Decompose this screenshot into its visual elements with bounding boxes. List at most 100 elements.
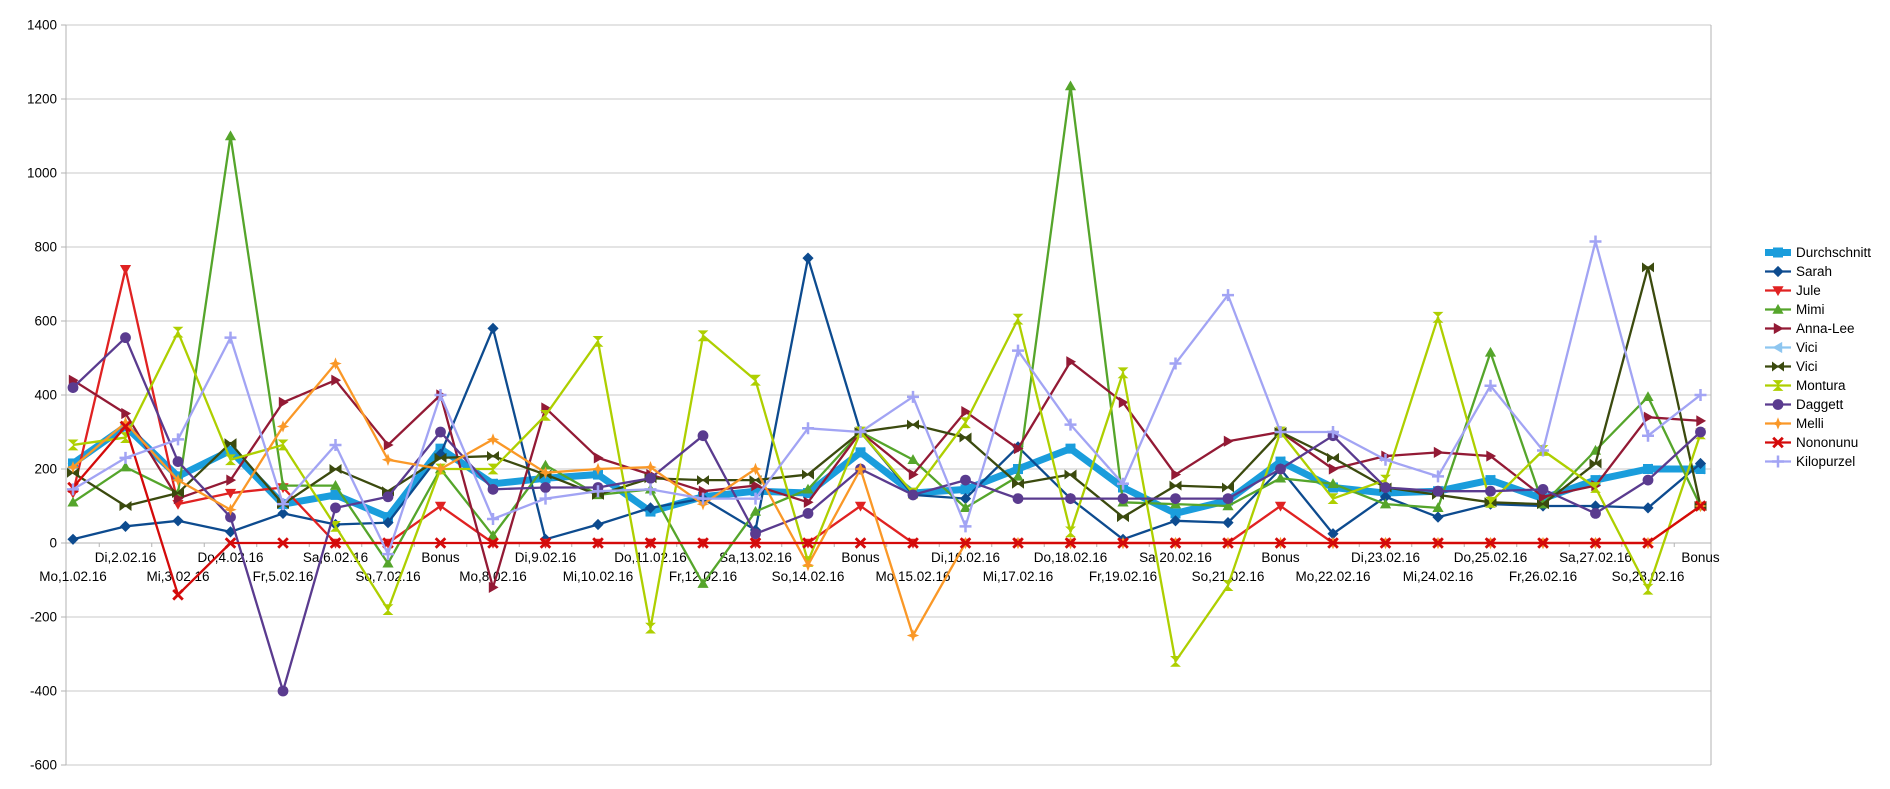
x-cross-marker-icon xyxy=(697,537,709,549)
diamond-marker-icon xyxy=(592,518,604,531)
series-line-jule xyxy=(71,268,1702,545)
legend-label: Daggett xyxy=(1796,397,1844,412)
series-line-nononunu xyxy=(72,425,1702,596)
circle-marker-icon xyxy=(67,382,79,393)
circle-marker-icon xyxy=(802,508,814,519)
arrow-right-marker-icon xyxy=(1013,443,1024,455)
hourglass-marker-icon xyxy=(225,454,236,460)
bowtie-x-marker-icon xyxy=(487,451,494,462)
y-axis-label: -400 xyxy=(30,684,57,699)
bowtie-x-marker-icon xyxy=(702,475,709,486)
y-axis-label: 600 xyxy=(34,314,57,329)
hourglass-marker-icon xyxy=(330,520,341,527)
x-axis-label: Di,16.02.16 xyxy=(931,550,1000,565)
hourglass-marker-icon xyxy=(960,423,971,429)
star-plus-marker-icon xyxy=(381,453,395,466)
star-plus-marker-icon xyxy=(119,416,132,429)
plus-marker-icon xyxy=(119,451,132,464)
triangle-up-marker-icon xyxy=(67,496,79,507)
x-cross-marker-icon xyxy=(1537,537,1549,549)
star-plus-marker-icon xyxy=(224,503,237,516)
triangle-up-marker-icon xyxy=(697,578,709,588)
plus-marker-icon xyxy=(959,520,972,533)
plus-marker-icon xyxy=(539,492,552,505)
x-axis-label: Mo,1.02.16 xyxy=(39,569,107,584)
bowtie-x-marker-icon xyxy=(1537,499,1544,510)
star-plus-marker-icon xyxy=(276,420,290,433)
hourglass-marker-icon xyxy=(172,326,184,332)
plus-marker-icon xyxy=(329,438,342,451)
diamond-marker-icon xyxy=(1432,511,1444,523)
triangle-down-marker-icon xyxy=(224,488,237,499)
plus-marker-icon xyxy=(1327,426,1339,438)
bowtie-x-marker-icon xyxy=(172,488,179,499)
hourglass-marker-icon xyxy=(1485,502,1496,508)
x-axis-label: Bonus xyxy=(421,550,460,565)
x-cross-marker-icon xyxy=(119,420,132,433)
triangle-up-marker-icon xyxy=(539,459,552,470)
bowtie-x-marker-icon xyxy=(1484,497,1492,508)
circle-marker-icon xyxy=(382,491,394,503)
bowtie-x-marker-icon xyxy=(964,432,972,443)
triangle-up-marker-icon xyxy=(119,461,132,472)
arrow-right-marker-icon xyxy=(1171,468,1182,481)
triangle-up-marker-icon xyxy=(1484,346,1497,357)
star-plus-marker-icon xyxy=(434,462,447,476)
arrow-right-marker-icon xyxy=(1486,450,1497,462)
arrow-right-marker-icon xyxy=(1696,415,1707,427)
hourglass-marker-icon xyxy=(1327,498,1339,504)
plus-marker-icon xyxy=(1432,470,1444,483)
plus-marker-icon xyxy=(1274,426,1287,438)
bowtie-x-marker-icon xyxy=(1327,452,1334,463)
triangle-up-marker-icon xyxy=(1327,478,1339,488)
bowtie-x-marker-icon xyxy=(1332,452,1339,463)
hourglass-marker-icon xyxy=(1772,380,1784,386)
triangle-up-marker-icon xyxy=(1379,498,1392,509)
star-plus-marker-icon xyxy=(801,559,815,572)
plus-marker-icon xyxy=(382,548,394,561)
legend-label: Sarah xyxy=(1796,264,1832,279)
x-axis-label: Fr,5.02.16 xyxy=(253,569,314,584)
arrow-right-marker-icon xyxy=(751,480,762,492)
triangle-down-marker-icon xyxy=(854,501,867,512)
hourglass-marker-icon xyxy=(1117,367,1129,373)
x-axis-label: Sa,13.02.16 xyxy=(719,550,792,565)
series-line-mimi xyxy=(72,84,1702,585)
hourglass-marker-icon xyxy=(1432,317,1444,323)
bowtie-x-marker-icon xyxy=(1542,499,1549,510)
circle-marker-icon xyxy=(750,528,761,540)
bowtie-x-marker-icon xyxy=(72,467,79,478)
diamond-marker-icon xyxy=(802,252,814,264)
hourglass-marker-icon xyxy=(172,332,184,338)
x-axis-label: Mo,22.02.16 xyxy=(1295,569,1370,584)
x-cross-marker-icon xyxy=(854,537,867,549)
hourglass-marker-icon xyxy=(277,439,289,445)
diamond-marker-icon xyxy=(1694,457,1707,470)
x-cross-marker-icon xyxy=(434,537,447,549)
hourglass-marker-icon xyxy=(1170,661,1181,667)
hourglass-marker-icon xyxy=(1327,493,1339,499)
circle-marker-icon xyxy=(225,511,236,523)
triangle-up-marker-icon xyxy=(1642,391,1654,402)
diamond-marker-icon xyxy=(487,322,499,334)
x-cross-marker-icon xyxy=(644,537,657,549)
hourglass-marker-icon xyxy=(592,341,604,347)
hourglass-marker-icon xyxy=(1380,474,1391,480)
arrow-right-marker-icon xyxy=(331,374,342,386)
circle-marker-icon xyxy=(120,332,131,344)
plus-marker-icon xyxy=(907,390,919,403)
hourglass-marker-icon xyxy=(330,526,341,532)
diamond-marker-icon xyxy=(277,507,289,519)
plus-marker-icon xyxy=(1589,235,1602,248)
square-marker-icon xyxy=(1643,464,1653,474)
plus-marker-icon xyxy=(1772,455,1784,468)
hourglass-marker-icon xyxy=(1590,487,1601,493)
arrow-right-marker-icon xyxy=(1328,463,1339,475)
triangle-up-marker-icon xyxy=(277,480,289,490)
triangle-up-marker-icon xyxy=(1772,303,1784,314)
bowtie-x-marker-icon xyxy=(492,451,499,462)
legend-label: Melli xyxy=(1796,416,1824,431)
arrow-right-marker-icon xyxy=(1433,446,1444,458)
circle-marker-icon xyxy=(487,483,499,495)
bowtie-x-marker-icon xyxy=(1012,478,1019,489)
